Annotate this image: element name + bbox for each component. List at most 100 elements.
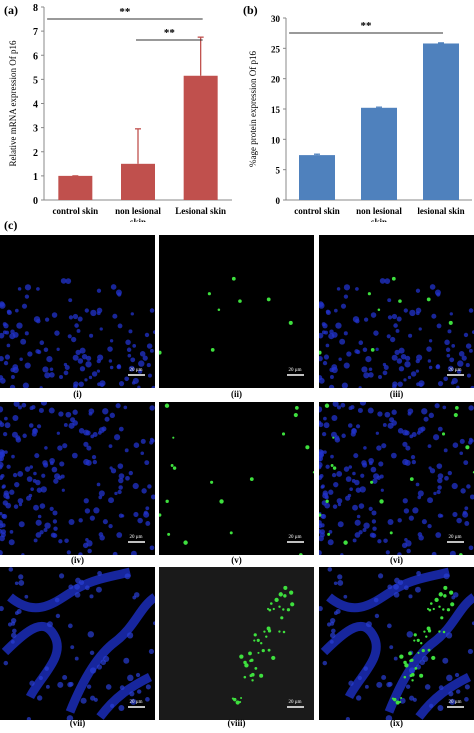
p16-signal [403, 675, 407, 679]
nucleus [382, 362, 387, 367]
nucleus [44, 317, 50, 322]
nucleus [408, 333, 413, 338]
nucleus [98, 495, 103, 500]
nucleus [323, 354, 330, 360]
nucleus [137, 385, 141, 388]
p16-signal [219, 499, 224, 504]
nucleus [327, 567, 333, 572]
p16-signal [269, 602, 273, 605]
nucleus [408, 667, 416, 674]
micrograph-label-8: (viii) [227, 718, 246, 728]
nucleus [340, 402, 346, 408]
nucleus [343, 362, 350, 369]
chart-a-mrna: 0 1 2 3 4 5 6 7 8 Relative mRNA expression Of p16… [8, 3, 232, 222]
nucleus [333, 481, 339, 488]
p16-signal [282, 630, 286, 634]
nucleus [340, 553, 344, 555]
p16-signal [332, 436, 335, 439]
nucleus [89, 650, 95, 656]
micrograph-background [159, 402, 314, 555]
nucleus [39, 340, 45, 345]
chart-b-category-label: non lesional skin [356, 206, 402, 222]
nucleus [24, 594, 29, 599]
p16-signal [432, 607, 435, 611]
nucleus [376, 681, 383, 688]
nucleus [4, 450, 8, 454]
chart-a-significance-label: ** [164, 27, 176, 39]
nucleus [411, 459, 417, 465]
nucleus [362, 347, 368, 353]
nucleus [361, 460, 367, 466]
p16-signal [235, 700, 240, 705]
p16-signal [417, 651, 420, 654]
nucleus [117, 292, 122, 297]
p16-signal [389, 531, 393, 535]
p16-signal [249, 477, 254, 481]
chart-b-y-tick-label: 5 [276, 166, 281, 176]
nucleus [54, 330, 60, 336]
nucleus [86, 540, 93, 547]
nucleus [368, 457, 374, 464]
nucleus [398, 366, 405, 372]
p16-signal [409, 477, 414, 481]
chart-a-y-tick-label: 6 [33, 51, 38, 62]
nucleus [429, 468, 436, 474]
nucleus [36, 487, 42, 493]
nucleus [424, 684, 431, 690]
nucleus [62, 443, 68, 449]
micrograph-5: 20 µm [159, 402, 314, 555]
nucleus [108, 497, 115, 504]
p16-signal [426, 626, 431, 631]
nucleus [386, 681, 392, 688]
nucleus [427, 497, 434, 504]
nucleus [321, 484, 325, 489]
nuclei-strand [384, 593, 474, 714]
nucleus [449, 698, 456, 705]
p16-signal [312, 471, 314, 474]
nucleus [386, 623, 392, 629]
nucleus [34, 453, 40, 459]
nucleus [375, 431, 379, 435]
chart-b-category-label: lesional skin [417, 206, 464, 216]
nucleus [352, 471, 356, 476]
nucleus [385, 550, 390, 555]
nucleus [14, 581, 19, 586]
p16-signal [438, 630, 441, 633]
nucleus [61, 488, 65, 492]
nucleus [48, 407, 55, 414]
nucleus [444, 339, 450, 345]
nucleus [328, 384, 335, 388]
nucleus [322, 660, 328, 666]
nucleus [132, 482, 139, 490]
nucleus [6, 310, 12, 316]
nucleus [322, 360, 328, 366]
nucleus [468, 308, 474, 313]
nucleus [407, 375, 412, 380]
nucleus [402, 441, 408, 447]
nucleus [337, 502, 342, 507]
nucleus [418, 382, 423, 387]
nucleus [343, 594, 348, 599]
nucleus [370, 312, 377, 318]
nucleus [38, 407, 44, 413]
nucleus [42, 460, 48, 466]
p16-signal [286, 608, 291, 612]
nucleus [118, 381, 125, 387]
nucleus [42, 366, 49, 373]
nucleus [107, 346, 113, 352]
p16-signal [165, 499, 169, 504]
nucleus [93, 697, 98, 702]
p16-signal [243, 675, 247, 679]
nucleus [347, 493, 352, 498]
nucleus [384, 411, 391, 418]
p16-signal [210, 348, 215, 352]
nucleus [40, 402, 48, 406]
chart-b-y-axis-label: %age protein expression Of p16 [248, 51, 258, 167]
nucleus [332, 402, 339, 407]
nucleus [383, 365, 389, 371]
nucleus [143, 511, 150, 518]
nucleus [142, 355, 148, 361]
chart-a-y-tick-label: 5 [33, 75, 38, 86]
nucleus [91, 454, 97, 460]
nucleus [429, 703, 434, 709]
